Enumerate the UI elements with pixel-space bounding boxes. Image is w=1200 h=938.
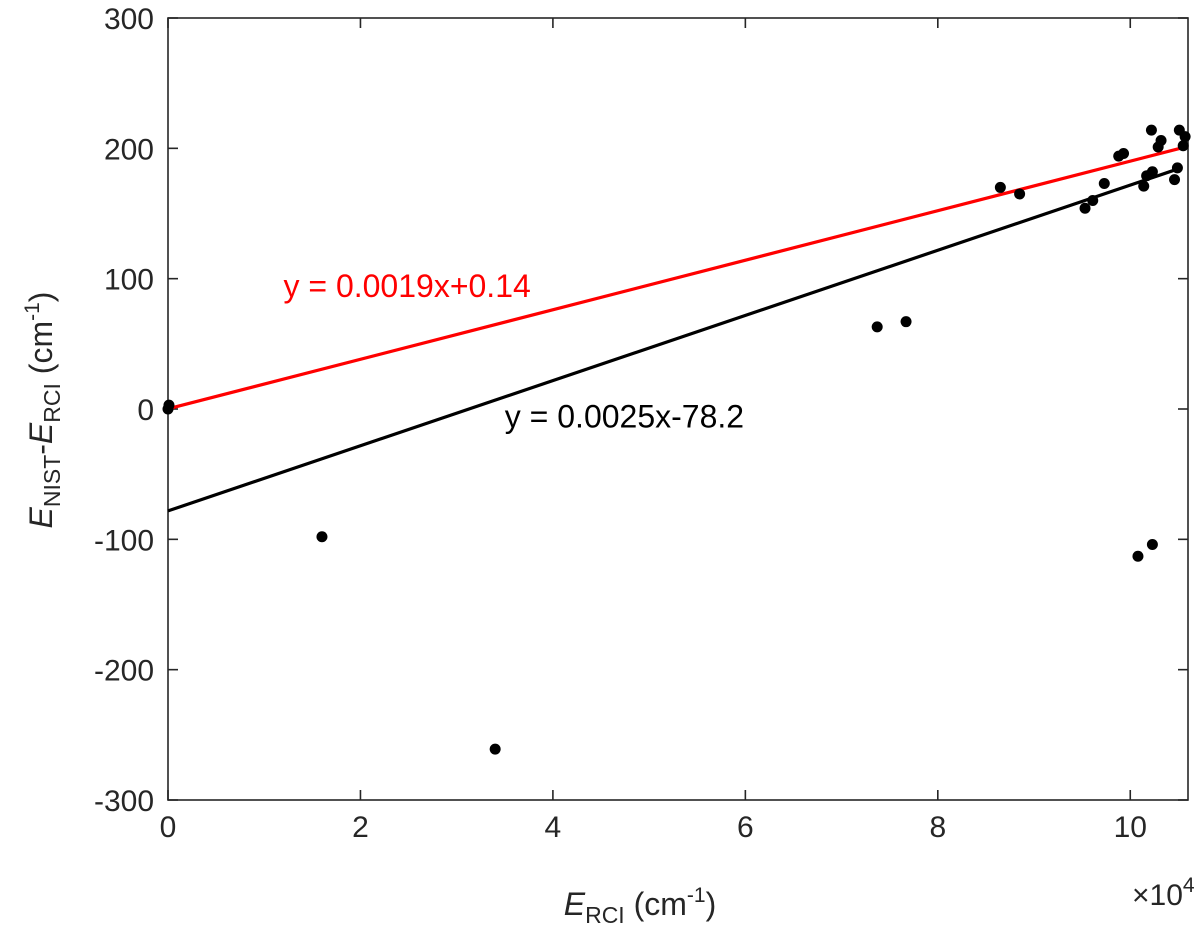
data-point (1177, 140, 1189, 152)
data-point (1118, 148, 1130, 160)
x-tick-label: 2 (352, 811, 369, 844)
x-tick-label: 6 (737, 811, 754, 844)
data-point (900, 316, 912, 328)
y-axis-label: ENIST-ERCI (cm-1) (21, 292, 65, 529)
y-tick-label: -200 (94, 655, 154, 688)
data-point (489, 743, 501, 755)
fit-lines (167, 144, 1189, 513)
tick-labels: 0 2 4 6 8 10 -300 -200 -100 0 100 200 300 (94, 3, 1147, 844)
fit-labels: y = 0.0019x+0.14 y = 0.0025x-78.2 (283, 268, 744, 434)
data-point (1145, 124, 1157, 136)
y-tick-label: -100 (94, 524, 154, 557)
data-point (1098, 178, 1110, 190)
y-tick-label: 100 (104, 264, 154, 297)
data-point (163, 399, 175, 411)
data-point (1132, 550, 1144, 562)
data-point (316, 531, 328, 543)
data-point (1146, 166, 1158, 178)
data-point (1014, 188, 1026, 200)
data-point (871, 321, 883, 333)
data-points (162, 124, 1191, 755)
data-point (994, 181, 1006, 193)
y-tick-label: 200 (104, 133, 154, 166)
data-point (1079, 202, 1091, 214)
data-point (1169, 174, 1181, 186)
data-point (1087, 194, 1099, 206)
y-tick-label: -300 (94, 785, 154, 818)
x-tick-label: 0 (160, 811, 177, 844)
data-point (1155, 135, 1167, 147)
fit-label-2: y = 0.0025x-78.2 (505, 399, 744, 435)
x-tick-label: 8 (929, 811, 946, 844)
fit-line-2 (167, 167, 1177, 513)
y-tick-label: 300 (104, 3, 154, 36)
data-point (1146, 539, 1158, 551)
x-axis-label: ERCI (cm-1) (564, 884, 717, 928)
data-point (1138, 180, 1150, 192)
data-point (1179, 131, 1191, 143)
x-tick-label: 4 (545, 811, 562, 844)
fit-label-1: y = 0.0019x+0.14 (283, 268, 530, 304)
x-tick-label: 10 (1114, 811, 1147, 844)
data-point (1171, 162, 1183, 174)
x-multiplier: ×104 (1132, 874, 1195, 912)
y-tick-label: 0 (137, 394, 154, 427)
